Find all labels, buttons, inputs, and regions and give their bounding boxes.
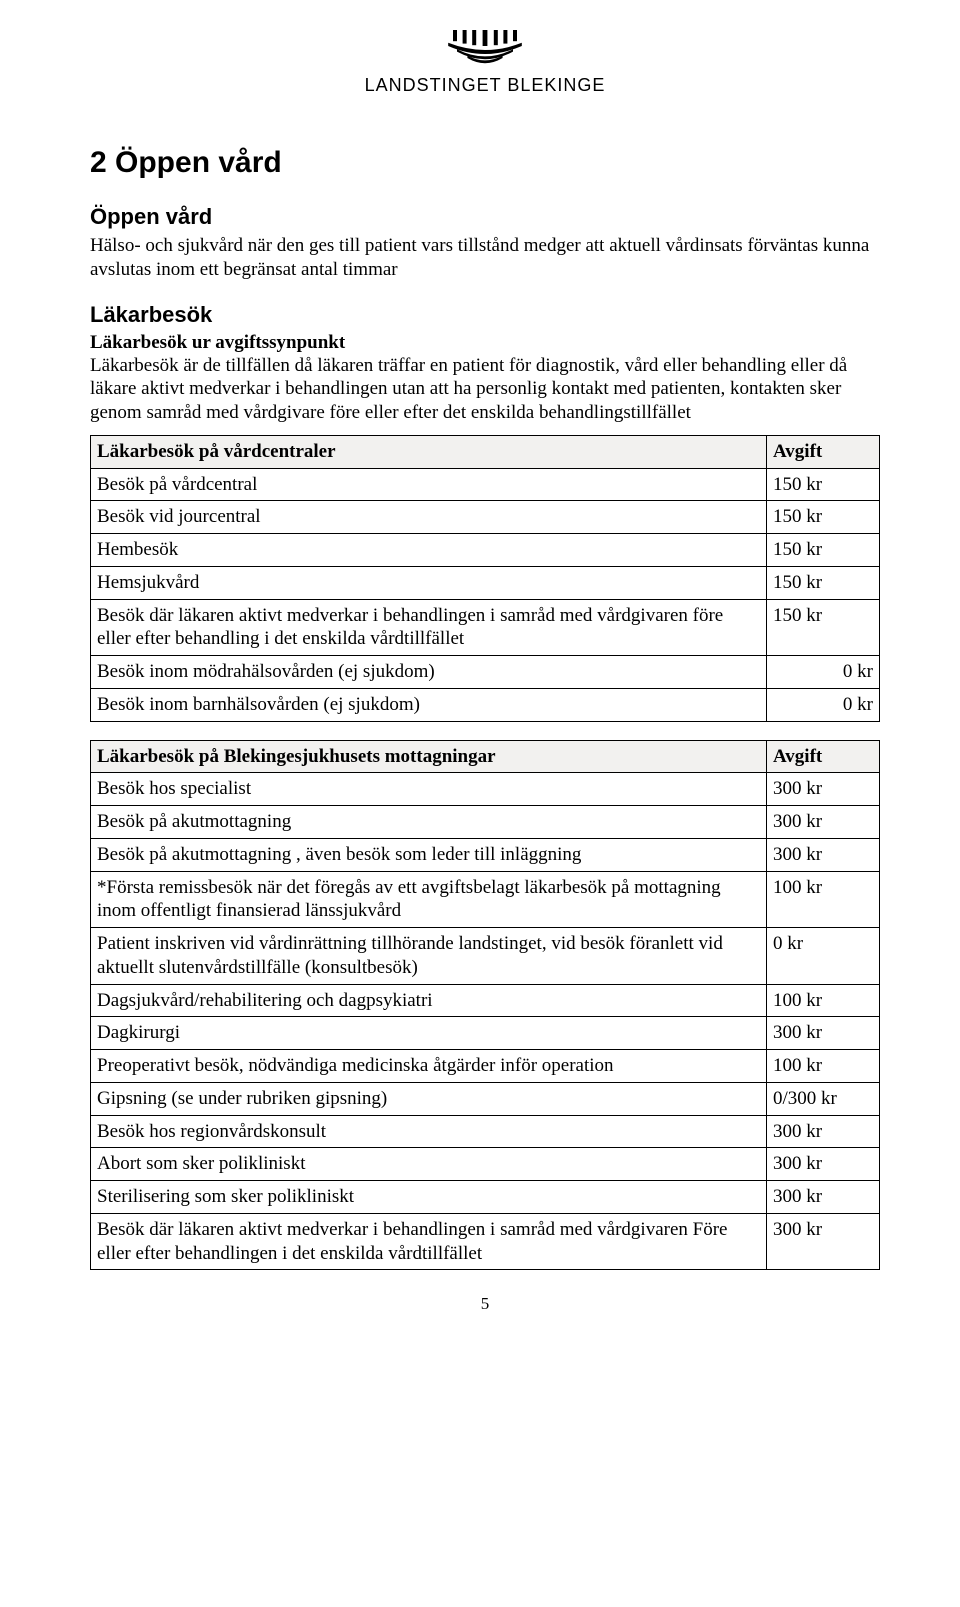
fee-desc: *Första remissbesök när det föregås av e… — [91, 871, 767, 928]
fee-amount: 0/300 kr — [767, 1082, 880, 1115]
fee-amount: 100 kr — [767, 871, 880, 928]
table-row: Gipsning (se under rubriken gipsning)0/3… — [91, 1082, 880, 1115]
fee-desc: Dagkirurgi — [91, 1017, 767, 1050]
table-header-fee: Avgift — [767, 435, 880, 468]
fee-desc: Besök inom mödrahälsovården (ej sjukdom) — [91, 656, 767, 689]
fee-amount: 100 kr — [767, 984, 880, 1017]
table-row: Patient inskriven vid vårdinrättning til… — [91, 928, 880, 985]
table-row: Besök inom barnhälsovården (ej sjukdom)0… — [91, 688, 880, 721]
lakarbesok-body: Läkarbesök är de tillfällen då läkaren t… — [90, 354, 880, 425]
fee-table-blekingesjukhuset: Läkarbesök på Blekingesjukhusets mottagn… — [90, 740, 880, 1271]
logo-text: LANDSTINGET BLEKINGE — [90, 75, 880, 96]
fee-desc: Besök på akutmottagning , även besök som… — [91, 838, 767, 871]
fee-amount: 150 kr — [767, 534, 880, 567]
table-row: Besök hos regionvårdskonsult300 kr — [91, 1115, 880, 1148]
fee-amount: 100 kr — [767, 1050, 880, 1083]
table-header-desc: Läkarbesök på vårdcentraler — [91, 435, 767, 468]
fee-amount: 300 kr — [767, 1115, 880, 1148]
fee-desc: Sterilisering som sker polikliniskt — [91, 1181, 767, 1214]
fee-amount: 300 kr — [767, 1213, 880, 1270]
table-row: Besök inom mödrahälsovården (ej sjukdom)… — [91, 656, 880, 689]
table-row: Besök där läkaren aktivt medverkar i beh… — [91, 1213, 880, 1270]
table-row: *Första remissbesök när det föregås av e… — [91, 871, 880, 928]
subsection-openvard-title: Öppen vård — [90, 204, 880, 230]
fee-desc: Besök på akutmottagning — [91, 806, 767, 839]
logo: LANDSTINGET BLEKINGE — [90, 30, 880, 96]
fee-desc: Besök hos specialist — [91, 773, 767, 806]
fee-amount: 300 kr — [767, 1148, 880, 1181]
table-row: Besök där läkaren aktivt medverkar i beh… — [91, 599, 880, 656]
table-row: Besök vid jourcentral150 kr — [91, 501, 880, 534]
fee-amount: 150 kr — [767, 501, 880, 534]
document-page: LANDSTINGET BLEKINGE 2 Öppen vård Öppen … — [0, 0, 960, 1344]
fee-desc: Besök hos regionvårdskonsult — [91, 1115, 767, 1148]
fee-amount: 300 kr — [767, 773, 880, 806]
table-row: Besök hos specialist300 kr — [91, 773, 880, 806]
fee-amount: 0 kr — [767, 928, 880, 985]
table-row: Hemsjukvård150 kr — [91, 566, 880, 599]
table-row: Dagsjukvård/rehabilitering och dagpsykia… — [91, 984, 880, 1017]
fee-desc: Besök på vårdcentral — [91, 468, 767, 501]
fee-desc: Abort som sker polikliniskt — [91, 1148, 767, 1181]
fee-amount: 150 kr — [767, 468, 880, 501]
fee-desc: Preoperativt besök, nödvändiga medicinsk… — [91, 1050, 767, 1083]
table-row: Abort som sker polikliniskt300 kr — [91, 1148, 880, 1181]
fee-desc: Hemsjukvård — [91, 566, 767, 599]
table-header-desc: Läkarbesök på Blekingesjukhusets mottagn… — [91, 740, 767, 773]
table-row: Dagkirurgi300 kr — [91, 1017, 880, 1050]
table-row: Besök på akutmottagning , även besök som… — [91, 838, 880, 871]
fee-amount: 150 kr — [767, 599, 880, 656]
fee-desc: Patient inskriven vid vårdinrättning til… — [91, 928, 767, 985]
table-row: Hembesök150 kr — [91, 534, 880, 567]
fee-desc: Besök där läkaren aktivt medverkar i beh… — [91, 599, 767, 656]
fee-desc: Dagsjukvård/rehabilitering och dagpsykia… — [91, 984, 767, 1017]
fee-desc: Hembesök — [91, 534, 767, 567]
table-row: Besök på vårdcentral150 kr — [91, 468, 880, 501]
fee-desc: Besök där läkaren aktivt medverkar i beh… — [91, 1213, 767, 1270]
fee-desc: Besök vid jourcentral — [91, 501, 767, 534]
fee-desc: Besök inom barnhälsovården (ej sjukdom) — [91, 688, 767, 721]
fee-desc: Gipsning (se under rubriken gipsning) — [91, 1082, 767, 1115]
table-row: Besök på akutmottagning300 kr — [91, 806, 880, 839]
fee-amount: 0 kr — [767, 688, 880, 721]
boat-icon — [445, 30, 525, 66]
fee-amount: 300 kr — [767, 1181, 880, 1214]
table-row: Preoperativt besök, nödvändiga medicinsk… — [91, 1050, 880, 1083]
fee-amount: 300 kr — [767, 806, 880, 839]
fee-table-vardcentraler: Läkarbesök på vårdcentraler Avgift Besök… — [90, 435, 880, 722]
fee-amount: 300 kr — [767, 1017, 880, 1050]
subsection-openvard-body: Hälso- och sjukvård när den ges till pat… — [90, 234, 880, 282]
table-header-fee: Avgift — [767, 740, 880, 773]
lakarbesok-lead: Läkarbesök ur avgiftssynpunkt — [90, 332, 880, 354]
table-row: Sterilisering som sker polikliniskt300 k… — [91, 1181, 880, 1214]
fee-amount: 0 kr — [767, 656, 880, 689]
subsection-lakarbesok-title: Läkarbesök — [90, 302, 880, 328]
fee-amount: 300 kr — [767, 838, 880, 871]
page-number: 5 — [90, 1294, 880, 1314]
fee-amount: 150 kr — [767, 566, 880, 599]
section-title: 2 Öppen vård — [90, 146, 880, 180]
